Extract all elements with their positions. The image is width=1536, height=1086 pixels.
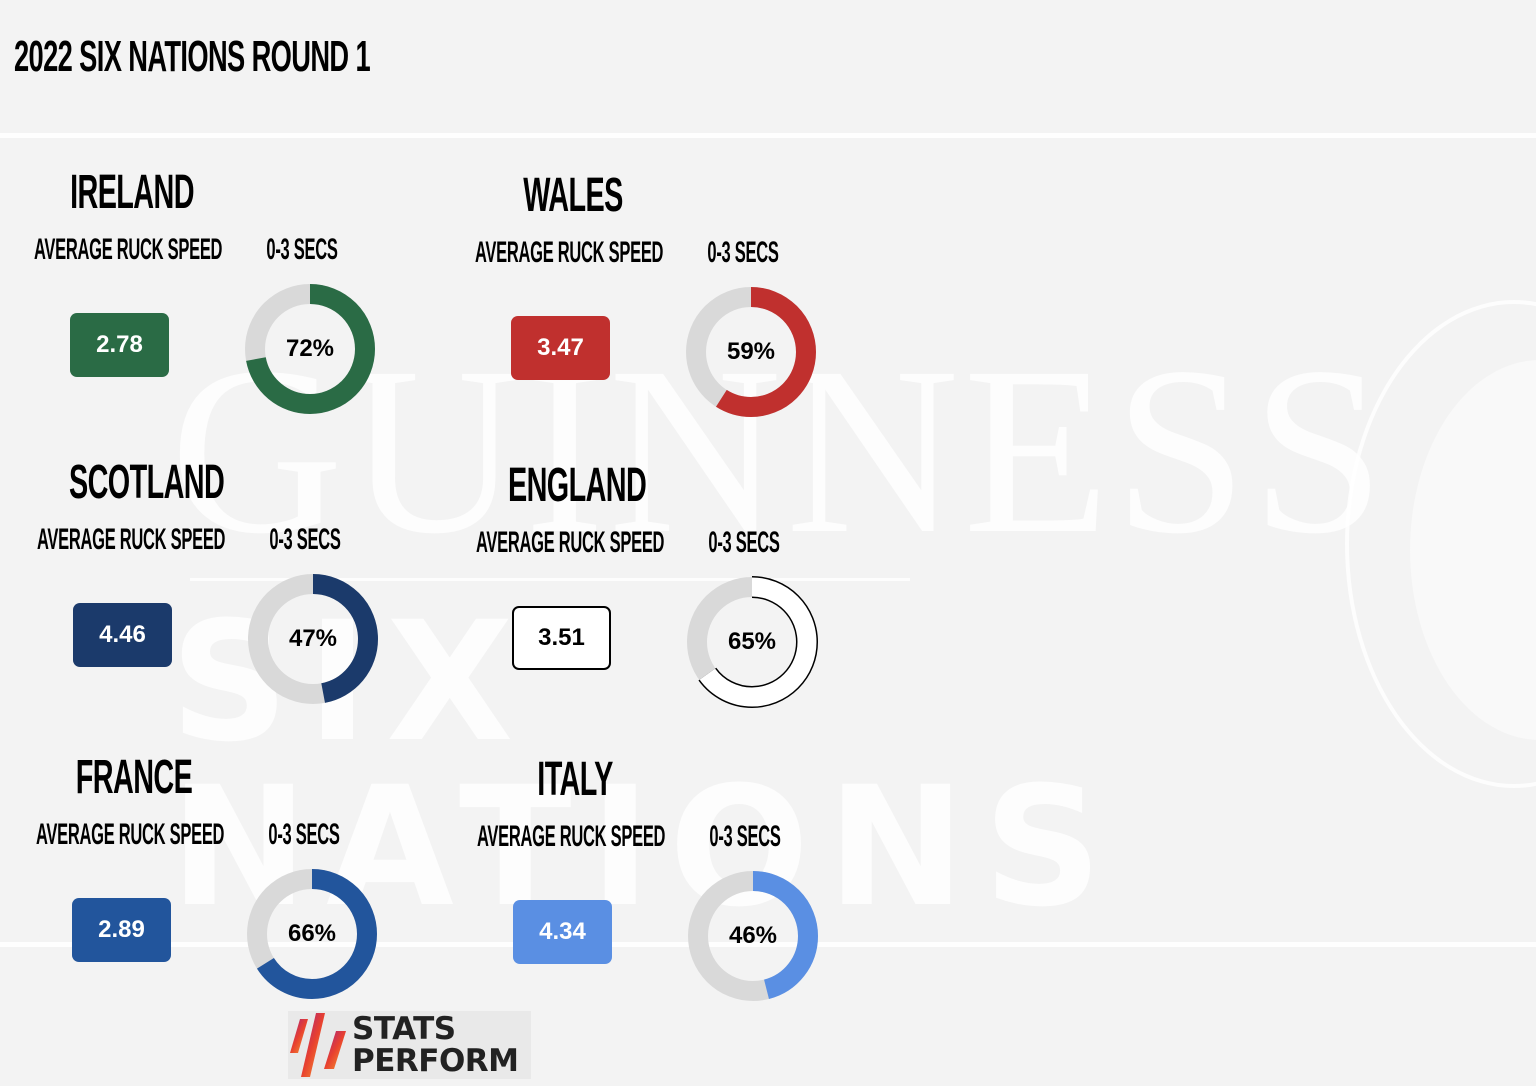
ruck-speed-value: 2.78: [70, 313, 169, 377]
logo-line1: STATS: [352, 1011, 456, 1047]
secs-label: 0-3 SECS: [268, 818, 340, 851]
ruck-speed-label: AVERAGE RUCK SPEED: [36, 818, 225, 851]
donut-chart: [686, 287, 816, 417]
ruck-speed-value: 3.51: [512, 606, 611, 670]
team-panel-italy: ITALY AVERAGE RUCK SPEED 0-3 SECS 4.34 4…: [465, 752, 885, 1012]
ruck-speed-value: 3.47: [511, 316, 610, 380]
percentage-value: 47%: [288, 625, 338, 652]
ruck-speed-label: AVERAGE RUCK SPEED: [477, 820, 666, 853]
background-divider: [0, 942, 1536, 947]
team-panel-ireland: IRELAND AVERAGE RUCK SPEED 0-3 SECS 2.78…: [22, 165, 442, 425]
donut-chart: [245, 284, 375, 414]
ruck-speed-value: 2.89: [72, 898, 171, 962]
secs-label: 0-3 SECS: [269, 523, 341, 556]
ruck-speed-label: AVERAGE RUCK SPEED: [476, 526, 665, 559]
secs-label: 0-3 SECS: [709, 820, 781, 853]
percentage-value: 66%: [287, 920, 337, 947]
secs-label: 0-3 SECS: [708, 526, 780, 559]
donut-chart: [688, 871, 818, 1001]
logo-line2: PERFORM: [352, 1043, 519, 1079]
team-panel-england: ENGLAND AVERAGE RUCK SPEED 0-3 SECS 3.51…: [464, 458, 884, 718]
secs-label: 0-3 SECS: [707, 236, 779, 269]
team-name: ITALY: [537, 753, 613, 806]
donut-chart: [247, 869, 377, 999]
watermark-ball-outline-icon: [1345, 300, 1536, 788]
team-name: ENGLAND: [508, 459, 647, 512]
background-divider: [0, 133, 1536, 138]
ruck-speed-value: 4.34: [513, 900, 612, 964]
ruck-speed-label: AVERAGE RUCK SPEED: [34, 233, 223, 266]
team-name: SCOTLAND: [69, 456, 225, 509]
percentage-value: 65%: [727, 628, 777, 655]
team-panel-scotland: SCOTLAND AVERAGE RUCK SPEED 0-3 SECS 4.4…: [25, 455, 445, 715]
ruck-speed-label: AVERAGE RUCK SPEED: [475, 236, 664, 269]
stats-perform-mark-icon: [290, 1013, 346, 1077]
percentage-value: 46%: [728, 922, 778, 949]
watermark-divider: [190, 578, 910, 581]
secs-label: 0-3 SECS: [266, 233, 338, 266]
ruck-speed-label: AVERAGE RUCK SPEED: [37, 523, 226, 556]
percentage-value: 59%: [726, 338, 776, 365]
page-title: 2022 SIX NATIONS ROUND 1: [14, 32, 371, 81]
team-panel-wales: WALES AVERAGE RUCK SPEED 0-3 SECS 3.47 5…: [463, 168, 883, 428]
donut-chart: [686, 576, 818, 708]
team-name: FRANCE: [75, 751, 193, 804]
stats-perform-logo: STATS PERFORM: [288, 1011, 531, 1079]
donut-chart: [248, 574, 378, 704]
ruck-speed-value: 4.46: [73, 603, 172, 667]
team-name: IRELAND: [70, 166, 194, 219]
team-panel-france: FRANCE AVERAGE RUCK SPEED 0-3 SECS 2.89 …: [24, 750, 444, 1010]
percentage-value: 72%: [285, 335, 335, 362]
team-name: WALES: [523, 169, 623, 222]
